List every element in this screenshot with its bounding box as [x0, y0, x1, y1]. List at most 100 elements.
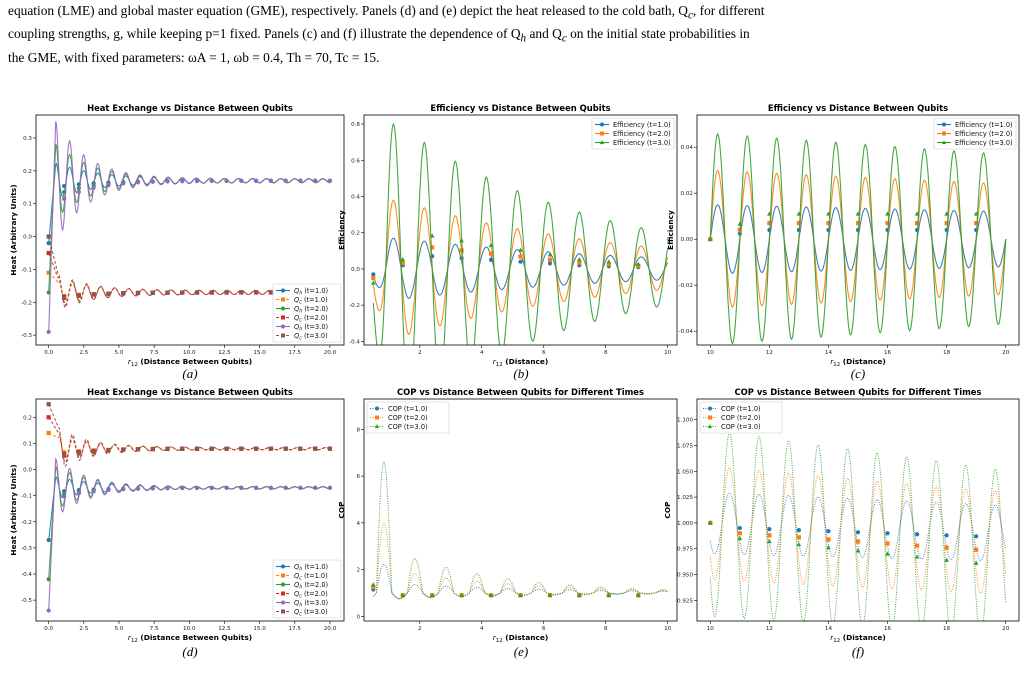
legend-label: Qc (t=1.0) [294, 296, 328, 306]
y-tick-label: -0.2 [349, 303, 360, 309]
data-point [370, 582, 376, 587]
series-line [48, 417, 331, 464]
data-point [737, 535, 743, 541]
x-tick-label: 12 [766, 626, 773, 632]
legend-box [272, 283, 342, 343]
x-tick-label: 8 [604, 350, 608, 356]
data-point [547, 257, 553, 262]
data-point [150, 446, 155, 452]
data-point [767, 538, 772, 544]
data-point [518, 592, 523, 597]
data-point [855, 539, 861, 544]
data-point [46, 329, 51, 334]
legend-label: Qc (t=3.0) [294, 608, 328, 618]
data-point [635, 592, 641, 597]
data-point [91, 292, 96, 297]
y-tick-label: -0.1 [21, 494, 32, 500]
y-tick-label: 0.0 [23, 235, 32, 241]
data-point [91, 489, 96, 494]
legend-marker [281, 288, 285, 293]
legend-label: Qc (t=1.0) [294, 572, 328, 582]
panel-d: Heat Exchange vs Distance Between Qubits… [9, 387, 345, 644]
series-line [372, 122, 669, 345]
y-tick-label: -0.3 [21, 333, 32, 339]
y-tick-label: 6 [356, 474, 360, 480]
panel-title: Efficiency vs Distance Between Qubits [768, 103, 948, 113]
data-point [371, 276, 376, 281]
data-point [180, 485, 185, 491]
data-point [914, 221, 920, 226]
x-tick-label: 4 [480, 626, 484, 632]
legend-marker [708, 415, 712, 420]
x-axis-label: r12 (Distance Between Qubits) [128, 357, 252, 368]
x-tick-label: 6 [542, 350, 546, 356]
y-tick-label: 1.025 [677, 495, 693, 501]
data-point [165, 486, 170, 491]
data-point [165, 290, 170, 295]
data-point [298, 178, 303, 183]
x-tick-label: 4 [480, 350, 484, 356]
data-point [106, 487, 111, 493]
legend-label: Qh (t=3.0) [294, 599, 328, 609]
data-point [135, 447, 141, 452]
data-point [268, 446, 273, 451]
axes-frame [35, 114, 345, 346]
data-point [944, 545, 949, 550]
y-tick-label: 0.2 [351, 231, 360, 237]
data-point [209, 178, 214, 183]
data-point [855, 211, 861, 216]
data-point [298, 446, 303, 451]
data-point [547, 592, 553, 597]
data-point [826, 529, 831, 534]
legend-label: Qh (t=3.0) [294, 323, 328, 333]
legend-marker [281, 324, 285, 329]
data-point [796, 535, 802, 540]
x-tick-label: 0.0 [44, 626, 53, 632]
data-point [796, 221, 802, 226]
axes-frame [696, 398, 1020, 622]
y-tick-label: 0.4 [351, 194, 360, 200]
legend-label: Efficiency (t=2.0) [955, 130, 1013, 138]
data-point [855, 221, 861, 226]
data-point [400, 592, 406, 597]
y-axis-label: Efficiency [666, 210, 675, 250]
axes-frame [696, 114, 1020, 346]
legend-marker [707, 424, 713, 429]
data-point [885, 541, 890, 546]
legend-box [933, 117, 1017, 150]
data-point [606, 592, 612, 597]
panel-title: Heat Exchange vs Distance Between Qubits [87, 387, 293, 397]
data-point [430, 245, 435, 250]
legend-label: COP (t=2.0) [721, 414, 761, 422]
data-point [826, 221, 831, 226]
plot-area [370, 461, 668, 600]
x-tick-label: 10 [707, 350, 715, 356]
y-tick-label: 0.0 [351, 267, 360, 273]
data-point [606, 259, 612, 264]
y-tick-label: 0.6 [351, 158, 360, 164]
data-point [254, 485, 259, 490]
x-tick-label: 6 [542, 626, 546, 632]
series-line [48, 121, 330, 332]
y-tick-label: 4 [356, 521, 360, 527]
data-point [165, 179, 170, 184]
panel-label: (a) [182, 366, 197, 381]
x-tick-label: 5.0 [115, 626, 124, 632]
y-tick-label: 0.925 [677, 598, 693, 604]
data-point [46, 402, 51, 407]
data-point [974, 221, 979, 226]
data-point [62, 494, 67, 499]
data-point [944, 557, 949, 562]
y-tick-label: 0.8 [351, 122, 360, 128]
data-point [209, 446, 214, 451]
x-tick-label: 14 [825, 626, 833, 632]
x-tick-label: 14 [825, 350, 833, 356]
data-point [224, 290, 229, 295]
x-tick-label: 10 [707, 626, 715, 632]
legend: COP (t=1.0)COP (t=2.0)COP (t=3.0) [699, 401, 783, 434]
y-tick-label: -0.3 [21, 546, 32, 552]
data-point [459, 248, 464, 253]
panel-label: (d) [182, 644, 197, 659]
y-tick-label: 1.100 [677, 418, 693, 424]
data-point [767, 221, 772, 226]
